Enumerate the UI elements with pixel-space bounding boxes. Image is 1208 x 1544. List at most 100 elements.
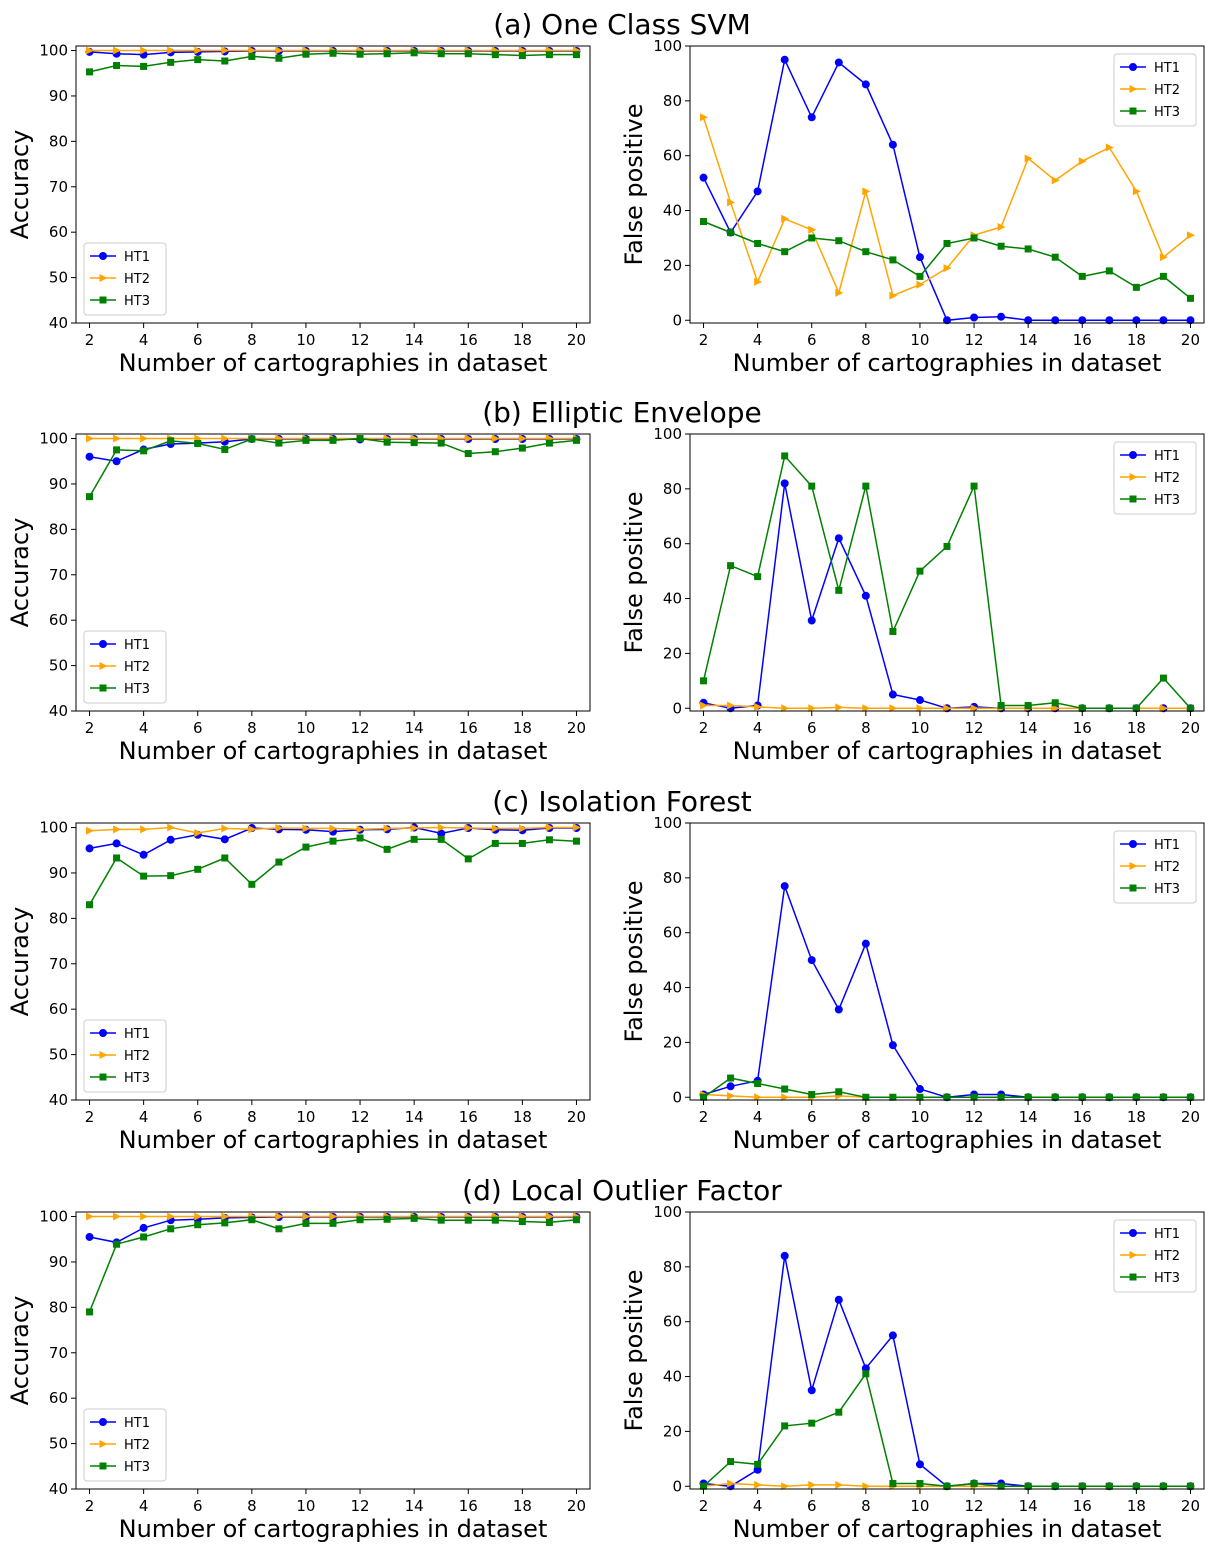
y-tick-label: 80 (49, 520, 68, 538)
data-point-ht3 (518, 52, 526, 60)
data-point-ht2 (86, 1212, 95, 1221)
data-point-ht3 (356, 50, 364, 58)
data-point-ht3 (572, 51, 580, 59)
y-tick-label: 90 (49, 475, 68, 493)
data-point-ht3 (862, 1093, 870, 1101)
data-point-ht3 (970, 1480, 978, 1488)
data-point-ht2 (727, 1479, 736, 1488)
y-tick-label: 60 (663, 1313, 682, 1331)
data-point-ht2 (221, 824, 230, 833)
x-tick-label: 6 (807, 1497, 817, 1515)
data-point-ht3 (545, 836, 553, 844)
data-point-ht1 (888, 1041, 897, 1050)
data-point-ht2 (221, 1212, 230, 1221)
x-tick-label: 10 (296, 331, 315, 349)
row-title-b: (b) Elliptic Envelope (482, 396, 762, 429)
data-point-ht3 (329, 49, 337, 57)
y-tick-label: 100 (653, 425, 682, 443)
data-point-ht2 (140, 46, 149, 55)
x-tick-label: 18 (1127, 1497, 1146, 1515)
data-point-ht2 (383, 824, 392, 833)
data-point-ht3 (356, 834, 364, 842)
x-tick-label: 8 (861, 331, 871, 349)
x-tick-label: 14 (405, 719, 424, 737)
legend-marker-ht1 (99, 640, 107, 648)
x-axis-title: Number of cartographies in dataset (119, 1126, 548, 1154)
chart-7: 2 4 6 8 10 12 14 16 18 20 0 20 40 60 80 100 Number of ca… (620, 1203, 1205, 1543)
data-point-ht2 (1105, 143, 1114, 152)
x-tick-label: 18 (513, 1108, 532, 1126)
row-title-d: (d) Local Outlier Factor (462, 1174, 782, 1207)
data-point-ht1 (807, 1386, 816, 1395)
y-tick-label: 80 (663, 1258, 682, 1276)
x-axis-title: Number of cartographies in dataset (119, 1515, 548, 1543)
data-point-ht3 (754, 239, 762, 247)
x-tick-label: 18 (1127, 331, 1146, 349)
data-point-ht3 (1159, 1093, 1167, 1101)
legend-marker-ht1 (1129, 451, 1137, 459)
legend: HT1 HT2 HT3 (1113, 441, 1197, 515)
data-point-ht1 (888, 690, 897, 699)
plot-frame (75, 45, 591, 324)
data-point-ht2 (862, 1482, 871, 1491)
x-tick-label: 12 (965, 1497, 984, 1515)
x-tick-label: 12 (351, 1497, 370, 1515)
x-tick-label: 6 (193, 331, 203, 349)
legend-marker-ht3 (1129, 884, 1137, 892)
data-point-ht3 (329, 1219, 337, 1227)
plot-frame (689, 45, 1205, 324)
data-point-ht2 (754, 1480, 763, 1489)
data-point-ht3 (970, 234, 978, 242)
data-point-ht2 (275, 46, 284, 55)
data-point-ht2 (221, 46, 230, 55)
y-tick-label: 0 (672, 1088, 682, 1106)
x-tick-label: 20 (1181, 331, 1200, 349)
series-line-ht3 (88, 1217, 577, 1313)
data-point-ht2 (464, 434, 473, 443)
y-axis-title: Accuracy (6, 907, 34, 1017)
chart-4: 2 4 6 8 10 12 14 16 18 20 40 50 60 70 80 90 100 Number of… (6, 819, 591, 1154)
data-point-ht3 (1132, 1093, 1140, 1101)
data-point-ht2 (167, 1212, 176, 1221)
data-point-ht2 (808, 704, 817, 713)
y-tick-label: 40 (49, 1091, 68, 1109)
data-point-ht3 (572, 1216, 580, 1224)
legend-label-ht1: HT1 (1154, 449, 1180, 464)
data-point-ht3 (835, 1408, 843, 1416)
data-point-ht2 (889, 704, 898, 713)
data-point-ht1 (1159, 316, 1168, 325)
data-point-ht3 (916, 1093, 924, 1101)
data-point-ht3 (518, 444, 526, 452)
series-line-ht1 (703, 885, 1191, 1099)
data-point-ht3 (410, 835, 418, 843)
data-point-ht2 (194, 1212, 203, 1221)
data-point-ht3 (781, 1422, 789, 1430)
data-point-ht2 (194, 46, 203, 55)
y-tick-label: 60 (49, 223, 68, 241)
y-tick-label: 60 (49, 1389, 68, 1407)
data-point-ht2 (1024, 154, 1033, 163)
legend-label-ht3: HT3 (124, 294, 150, 309)
data-point-ht2 (781, 214, 790, 223)
legend-label-ht3: HT3 (1154, 105, 1180, 120)
data-point-ht3 (248, 52, 256, 60)
data-point-ht2 (1186, 231, 1195, 240)
data-point-ht3 (140, 62, 148, 70)
data-point-ht1 (807, 956, 816, 965)
data-point-ht3 (1078, 272, 1086, 280)
y-axis-title: False positive (620, 491, 648, 653)
chart-1: 2 4 6 8 10 12 14 16 18 20 0 20 40 60 80 100 Number of ca… (620, 37, 1205, 377)
x-tick-label: 8 (861, 1108, 871, 1126)
data-point-ht3 (997, 242, 1005, 250)
x-axis-title: Number of cartographies in dataset (733, 1126, 1162, 1154)
data-point-ht3 (221, 57, 229, 65)
x-tick-label: 2 (85, 331, 95, 349)
data-point-ht3 (889, 1480, 897, 1488)
chart-0: 2 4 6 8 10 12 14 16 18 20 40 50 60 70 80 90 100 Number of… (6, 42, 591, 377)
data-point-ht3 (1186, 704, 1194, 712)
legend-marker-ht1 (99, 1418, 107, 1426)
data-point-ht2 (113, 825, 122, 834)
x-tick-label: 14 (1019, 1497, 1038, 1515)
data-point-ht2 (808, 225, 817, 234)
legend-label-ht3: HT3 (1154, 882, 1180, 897)
